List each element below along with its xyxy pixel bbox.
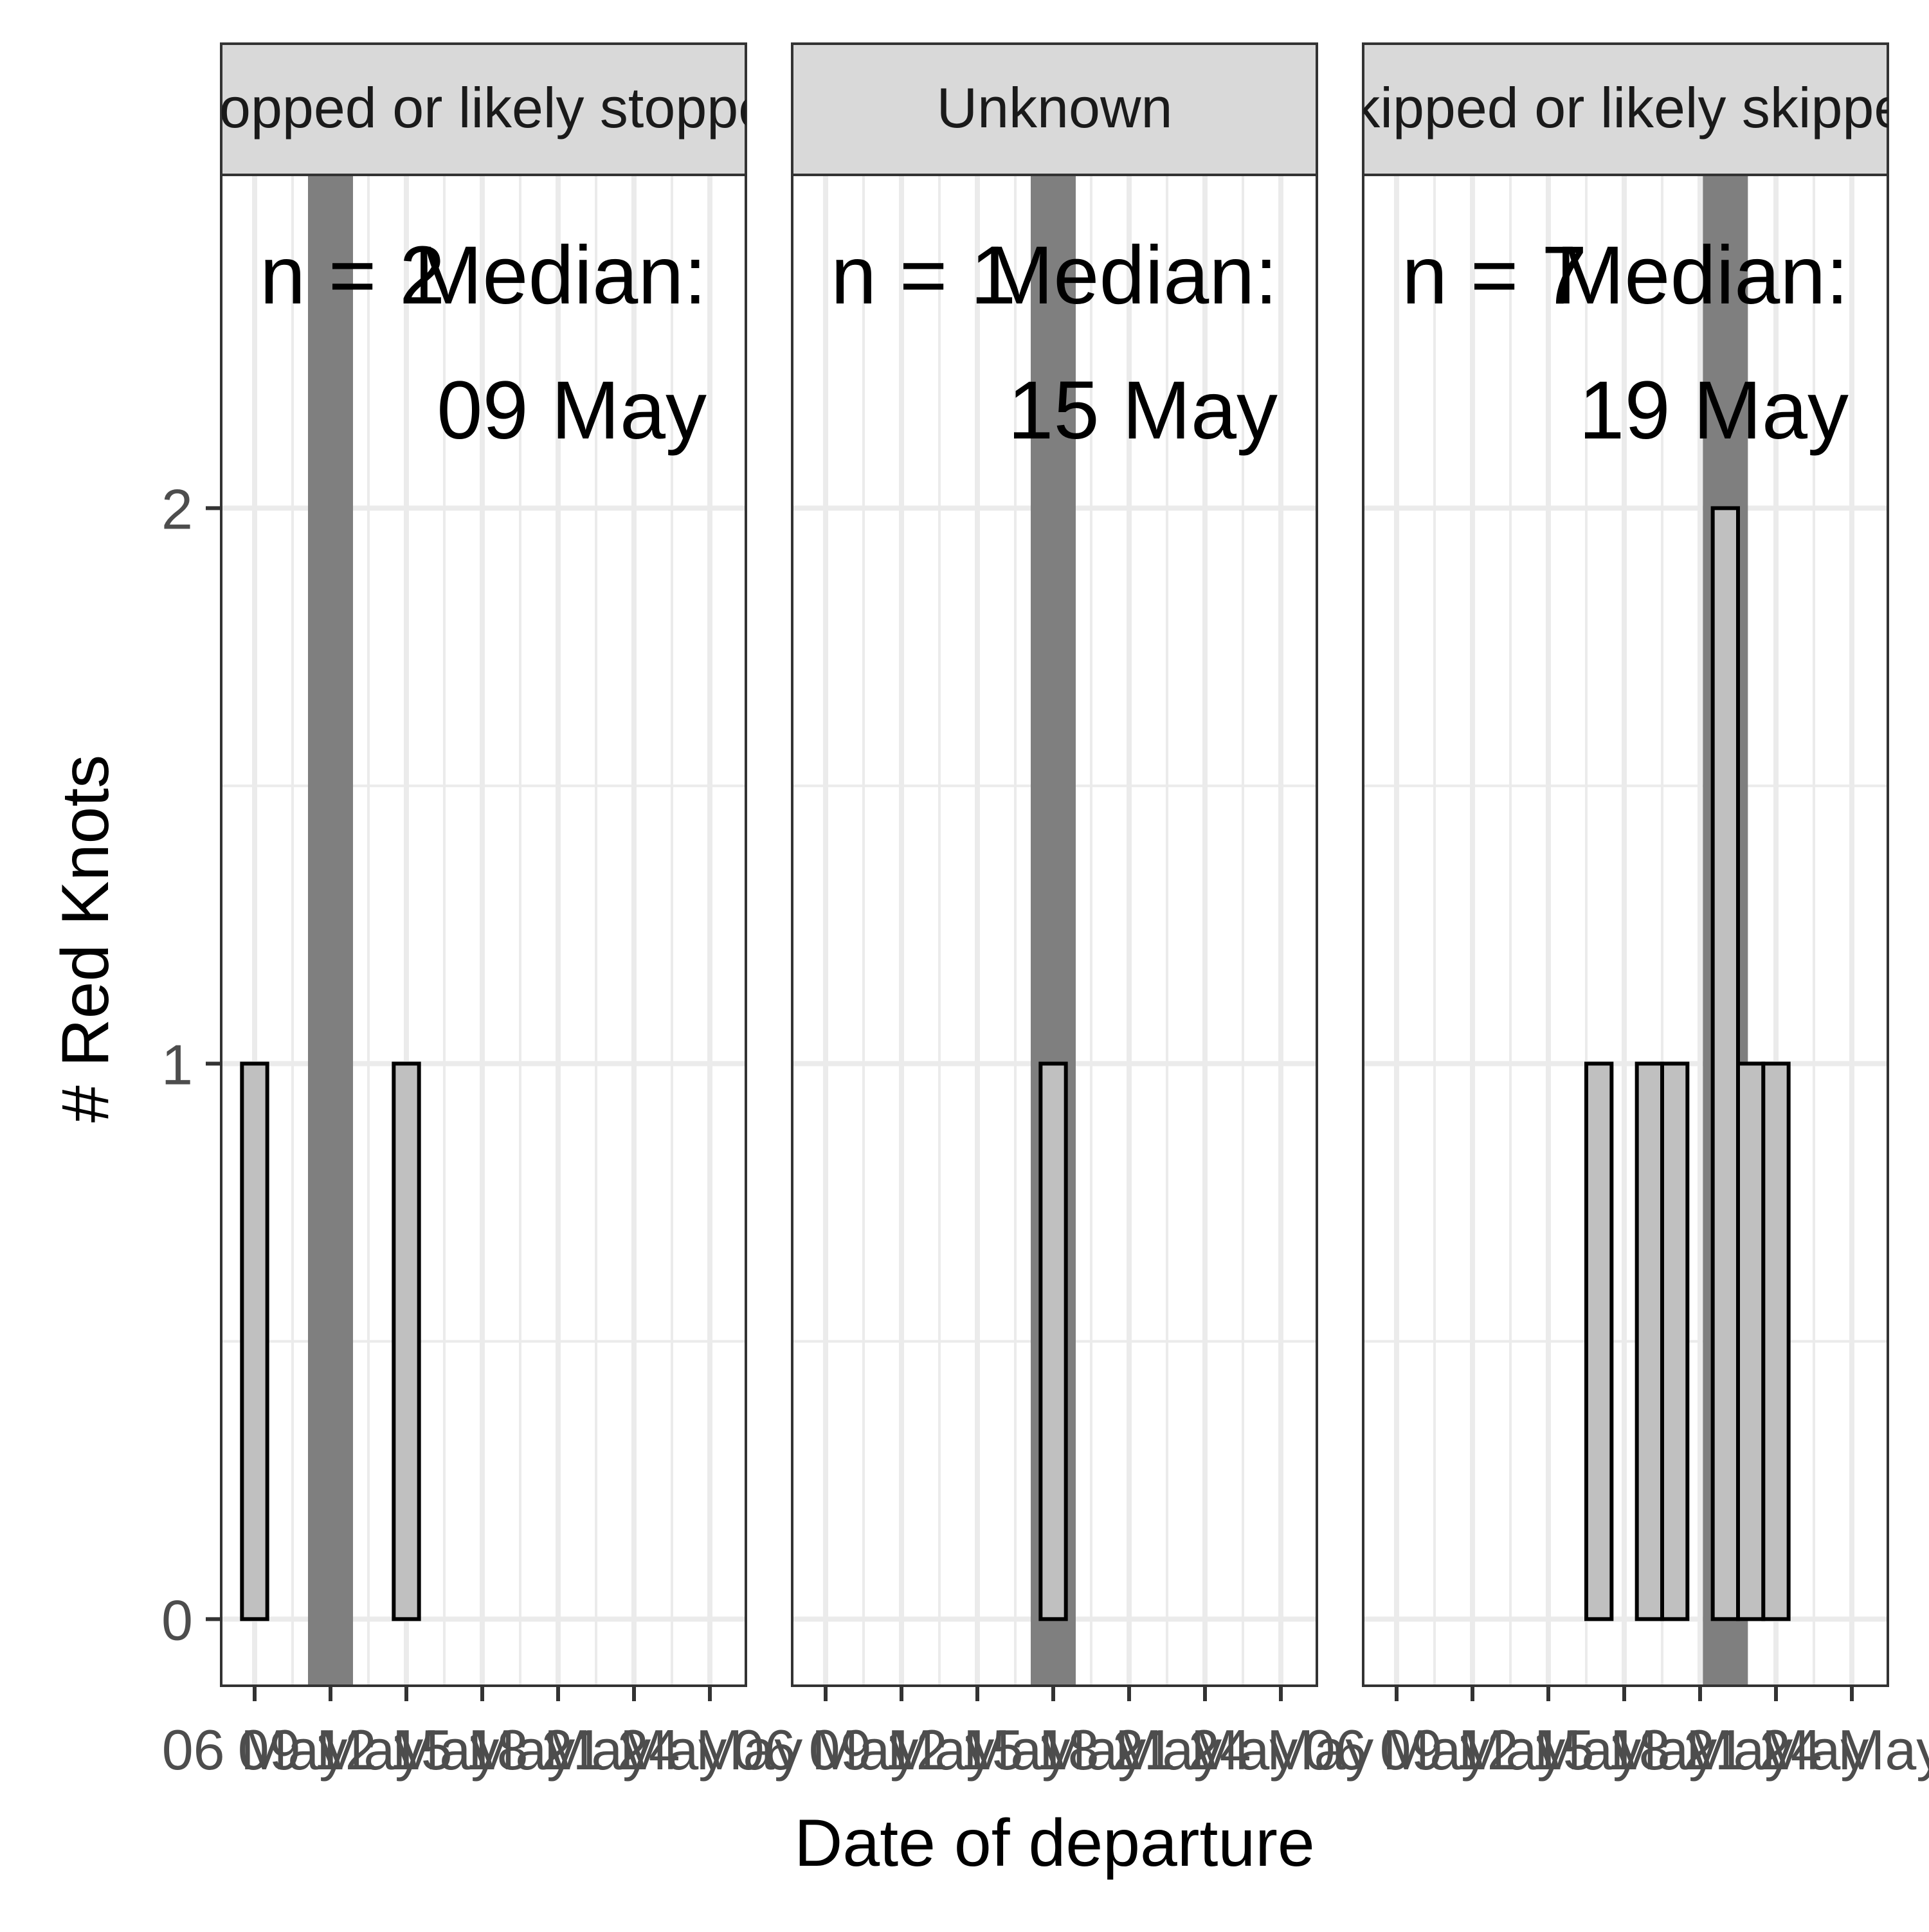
y-tick-label: 2 <box>161 477 193 541</box>
facet-strip-label: Skipped or likely skipped <box>1314 76 1929 140</box>
x-tick-label: 21 May <box>1112 1718 1298 1782</box>
median-label: Median: <box>414 230 707 321</box>
facet-strip <box>791 42 1318 176</box>
histogram-bar <box>392 1061 421 1621</box>
histogram-bar <box>1660 1061 1690 1621</box>
histogram-bar <box>240 1061 269 1621</box>
sample-size-label: n = 1 <box>831 230 1016 321</box>
median-label: Median: <box>985 230 1278 321</box>
histogram-bar <box>1584 1061 1614 1621</box>
x-tick-label: 09 May <box>238 1718 424 1782</box>
x-tick-label: 21 May <box>541 1718 727 1782</box>
x-tick-label: 06 May <box>733 1718 919 1782</box>
x-tick-label: 06 May <box>1304 1718 1490 1782</box>
x-tick-label: 06 May <box>162 1718 348 1782</box>
histogram-bar <box>1710 506 1741 1621</box>
y-tick-label: 1 <box>161 1033 193 1096</box>
median-date-label: 19 May <box>1579 365 1849 456</box>
facet-strip-label: Unknown <box>937 76 1173 140</box>
histogram-bar <box>1635 1061 1665 1621</box>
sample-size-label: n = 7 <box>1402 230 1587 321</box>
sample-size-label: n = 2 <box>260 230 445 321</box>
x-tick-label: 15 May <box>390 1718 575 1782</box>
facet-strip <box>220 42 747 176</box>
median-date-label: 15 May <box>1008 365 1278 456</box>
facet-strip <box>1362 42 1889 176</box>
x-tick-label: 24 May <box>1759 1718 1929 1782</box>
x-tick-label: 09 May <box>1380 1718 1566 1782</box>
x-tick-label: 18 May <box>466 1718 651 1782</box>
median-band <box>308 175 353 1686</box>
x-tick-label: 12 May <box>885 1718 1071 1782</box>
histogram-bar <box>1761 1061 1791 1621</box>
histogram-bar <box>1038 1061 1068 1621</box>
x-tick-label: 21 May <box>1683 1718 1869 1782</box>
x-tick-label: 24 May <box>1188 1718 1374 1782</box>
histogram-bar <box>1736 1061 1766 1621</box>
x-tick-label: 09 May <box>809 1718 995 1782</box>
y-axis-title: # Red Knots <box>48 755 123 1123</box>
x-axis-title: Date of departure <box>794 1806 1314 1881</box>
median-label: Median: <box>1556 230 1849 321</box>
x-tick-label: 15 May <box>1532 1718 1717 1782</box>
x-tick-label: 15 May <box>961 1718 1146 1782</box>
x-tick-label: 12 May <box>1456 1718 1642 1782</box>
median-date-label: 09 May <box>437 365 707 456</box>
y-tick-label: 0 <box>161 1588 193 1652</box>
x-tick-label: 12 May <box>314 1718 500 1782</box>
x-tick-label: 24 May <box>617 1718 803 1782</box>
facet-strip-label: Stopped or likely stopped <box>166 76 801 140</box>
x-tick-label: 18 May <box>1608 1718 1793 1782</box>
x-tick-label: 18 May <box>1037 1718 1222 1782</box>
